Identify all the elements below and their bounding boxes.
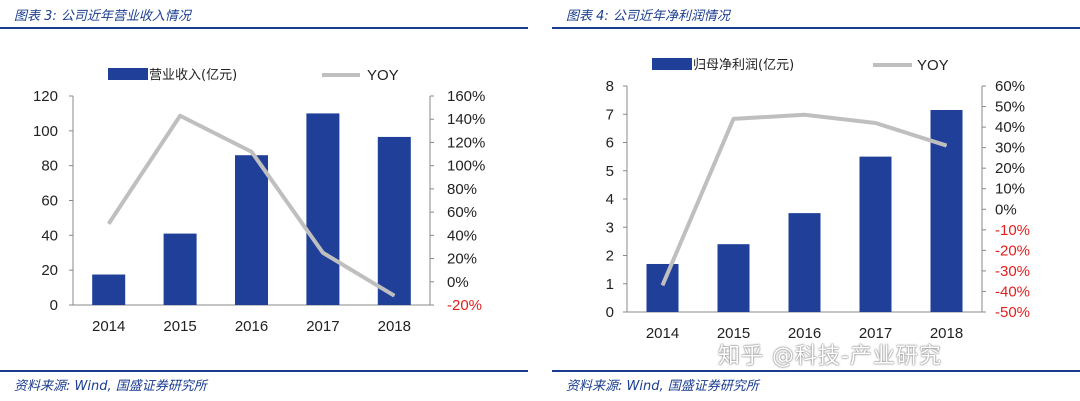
chart-title: 图表 4: 公司近年净利润情况 — [566, 9, 730, 24]
bar — [646, 263, 679, 312]
revenue-chart-panel: 图表 3: 公司近年营业收入情况 0 20 40 60 80 100 120 -20% 0% 20… — [0, 0, 528, 401]
yoy-point — [179, 115, 181, 117]
yoy-point — [251, 151, 252, 153]
y-right-tick-label: -30% — [995, 263, 1030, 280]
y-right-tick-label: 160% — [447, 88, 485, 105]
legend-label-bar: 归母净利润(亿元) — [693, 58, 794, 73]
yoy-point — [662, 284, 663, 286]
y-right-tick-label: 100% — [447, 158, 485, 175]
y-right-tick-label: 60% — [995, 78, 1025, 95]
y-left-tick-label: 2 — [606, 248, 614, 265]
legend-label-line: YOY — [917, 57, 949, 74]
yoy-point — [875, 122, 876, 124]
yoy-point — [804, 114, 805, 116]
y-left-tick-label: 3 — [606, 219, 614, 236]
y-right-tick-label: 120% — [447, 134, 485, 151]
y-right-tick-label: -10% — [995, 222, 1030, 239]
source-note: 资料来源: Wind, 国盛证券研究所 — [566, 379, 759, 394]
yoy-point — [733, 118, 734, 120]
y-left-tick-label: 7 — [606, 106, 614, 123]
y-right-tick-label: 80% — [447, 181, 477, 198]
bar — [163, 233, 197, 305]
y-left-tick-label: 6 — [606, 135, 614, 152]
y-right-tick-label: -20% — [447, 297, 482, 314]
x-tick-label: 2015 — [717, 325, 750, 342]
x-tick-label: 2017 — [306, 318, 339, 335]
x-tick-label: 2015 — [163, 318, 196, 335]
y-right-tick-label: 30% — [995, 140, 1025, 157]
y-right-tick-label: -40% — [995, 283, 1030, 300]
x-tick-label: 2017 — [859, 325, 892, 342]
y-left-tick-label: 8 — [606, 78, 614, 95]
source-divider — [0, 370, 528, 372]
y-left-tick-label: 40 — [41, 227, 58, 244]
y-right-tick-label: 20% — [447, 251, 477, 268]
legend-label-line: YOY — [367, 67, 399, 84]
bar — [92, 274, 126, 305]
yoy-point — [322, 252, 324, 254]
x-tick-label: 2018 — [930, 325, 963, 342]
source-note: 资料来源: Wind, 国盛证券研究所 — [14, 379, 207, 394]
net-profit-chart-panel: 图表 4: 公司近年净利润情况 0 1 2 3 4 5 6 7 8 -50% -40% -30% -20… — [552, 0, 1080, 401]
x-tick-label: 2016 — [788, 325, 821, 342]
yoy-point — [108, 223, 110, 225]
legend-label-bar: 营业收入(亿元) — [149, 68, 237, 83]
y-left-tick-label: 5 — [606, 163, 614, 180]
legend-swatch-bar — [108, 68, 148, 80]
x-tick-label: 2014 — [92, 318, 125, 335]
bar — [306, 113, 340, 306]
yoy-point — [946, 145, 947, 147]
x-tick-label: 2018 — [378, 318, 411, 335]
y-left-tick-label: 60 — [41, 193, 58, 210]
y-right-tick-label: -50% — [995, 304, 1030, 321]
yoy-point — [393, 295, 395, 297]
net-profit-chart: 0 1 2 3 4 5 6 7 8 -50% -40% -30% -20% -10% 0% 10% 20% 30%… — [606, 57, 1030, 342]
y-right-tick-label: 0% — [447, 274, 469, 291]
bar — [788, 213, 821, 312]
y-left-tick-label: 20 — [41, 262, 58, 279]
x-tick-label: 2016 — [235, 318, 268, 335]
watermark: 知乎 @科技-产业研究 — [718, 344, 942, 369]
y-left-tick-label: 1 — [606, 276, 614, 293]
y-left-tick-label: 80 — [41, 158, 58, 175]
bar — [717, 244, 750, 312]
y-left-tick-label: 100 — [33, 123, 58, 140]
y-right-tick-label: 40% — [995, 119, 1025, 136]
y-right-tick-label: 20% — [995, 160, 1025, 177]
y-right-tick-label: 0% — [995, 201, 1017, 218]
x-tick-label: 2014 — [646, 325, 679, 342]
legend-swatch-bar — [652, 58, 692, 70]
title-divider — [552, 27, 1080, 29]
y-left-tick-label: 4 — [606, 191, 614, 208]
y-right-tick-label: 140% — [447, 111, 485, 128]
y-right-tick-label: 40% — [447, 227, 477, 244]
y-right-tick-label: 50% — [995, 99, 1025, 116]
bar — [235, 155, 268, 305]
y-left-tick-label: 120 — [33, 88, 58, 105]
y-left-tick-label: 0 — [606, 304, 614, 321]
source-divider — [552, 370, 1080, 372]
y-right-tick-label: 60% — [447, 204, 477, 221]
y-right-tick-label: -20% — [995, 242, 1030, 259]
bar — [859, 156, 892, 312]
y-left-tick-label: 0 — [50, 297, 58, 314]
revenue-chart: 0 20 40 60 80 100 120 -20% 0% 20% 40% 60% 80% 100% 120… — [33, 67, 485, 335]
bar — [377, 136, 411, 305]
y-right-tick-label: 10% — [995, 181, 1025, 198]
chart-title: 图表 3: 公司近年营业收入情况 — [14, 9, 191, 24]
title-divider — [0, 27, 528, 29]
